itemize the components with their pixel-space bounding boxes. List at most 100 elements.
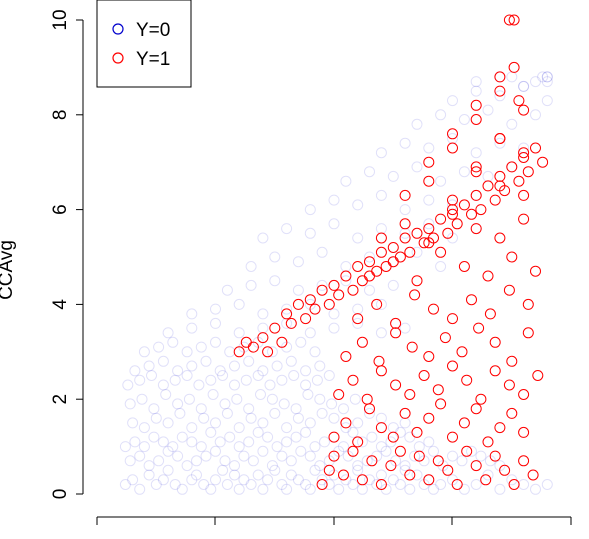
point-y0 xyxy=(198,412,210,424)
point-y0 xyxy=(281,223,293,235)
point-y0 xyxy=(356,436,368,448)
y-tick-label: 10 xyxy=(50,9,71,30)
point-y1 xyxy=(423,156,435,168)
point-y0 xyxy=(157,436,169,448)
point-y0 xyxy=(186,436,198,448)
point-y0 xyxy=(285,355,297,367)
point-y0 xyxy=(174,407,186,419)
point-y1 xyxy=(356,336,368,348)
point-y0 xyxy=(309,441,321,453)
point-y0 xyxy=(136,393,148,405)
point-y0 xyxy=(276,450,288,462)
point-y0 xyxy=(328,322,340,334)
point-y0 xyxy=(288,370,300,381)
point-y0 xyxy=(292,256,304,268)
point-y0 xyxy=(375,441,387,453)
point-y1 xyxy=(340,270,352,282)
point-y0 xyxy=(423,142,435,154)
point-y0 xyxy=(217,464,229,476)
point-y0 xyxy=(304,417,316,429)
point-y0 xyxy=(162,417,174,429)
point-y0 xyxy=(238,450,250,462)
point-y0 xyxy=(127,417,139,429)
point-y1 xyxy=(482,270,494,282)
point-y0 xyxy=(229,469,240,481)
point-y0 xyxy=(200,355,212,367)
point-y0 xyxy=(221,407,233,419)
point-y0 xyxy=(138,422,150,434)
point-y0 xyxy=(530,109,541,121)
point-y0 xyxy=(316,474,328,486)
point-y0 xyxy=(295,445,307,457)
point-y1 xyxy=(262,346,274,358)
point-y0 xyxy=(338,403,349,415)
point-y1 xyxy=(364,270,375,282)
point-y0 xyxy=(375,223,387,235)
point-y1 xyxy=(340,351,352,362)
point-y1 xyxy=(484,308,496,320)
point-y1 xyxy=(503,379,515,391)
point-y1 xyxy=(347,374,359,386)
point-y0 xyxy=(380,445,392,457)
point-y1 xyxy=(489,194,501,206)
point-y0 xyxy=(300,426,312,438)
y-tick-label: 8 xyxy=(50,110,71,121)
point-y0 xyxy=(205,374,217,386)
point-y0 xyxy=(281,422,293,434)
point-y1 xyxy=(518,455,530,467)
point-y0 xyxy=(458,483,470,495)
point-y0 xyxy=(435,261,447,272)
point-y0 xyxy=(399,204,411,216)
point-y1 xyxy=(506,407,518,419)
y-axis-ticks: 0 2 4 6 8 10 xyxy=(50,9,83,499)
point-y1 xyxy=(300,313,312,325)
point-y0 xyxy=(352,317,364,329)
point-y0 xyxy=(186,422,198,434)
point-y0 xyxy=(361,455,373,467)
point-y1 xyxy=(447,128,458,140)
point-y0 xyxy=(285,469,297,481)
point-y1 xyxy=(364,256,375,268)
point-y1 xyxy=(432,384,444,396)
point-y1 xyxy=(304,294,316,306)
point-y0 xyxy=(364,474,375,486)
point-y1 xyxy=(257,332,269,344)
point-y0 xyxy=(245,261,257,272)
point-y1 xyxy=(394,251,406,263)
point-y0 xyxy=(530,483,541,495)
point-y0 xyxy=(285,455,297,467)
point-y0 xyxy=(186,474,198,486)
point-y1 xyxy=(442,464,454,476)
point-y1 xyxy=(518,189,530,201)
point-y0 xyxy=(281,436,293,448)
point-y0 xyxy=(224,346,236,358)
point-y0 xyxy=(252,469,264,481)
point-y0 xyxy=(304,227,316,239)
point-y1 xyxy=(489,450,501,462)
point-y0 xyxy=(375,147,387,159)
y-tick-label: 4 xyxy=(50,299,71,310)
point-y0 xyxy=(119,479,131,490)
point-y1 xyxy=(371,265,383,277)
legend-y1-label: Y=1 xyxy=(136,49,170,70)
point-y0 xyxy=(257,365,269,377)
point-y0 xyxy=(229,360,240,372)
point-y1 xyxy=(435,246,447,258)
x-axis-ticks xyxy=(96,517,572,525)
point-y0 xyxy=(411,118,423,130)
point-y0 xyxy=(375,469,387,481)
point-y0 xyxy=(518,80,530,92)
point-y0 xyxy=(172,450,184,462)
point-y0 xyxy=(257,322,269,334)
point-y0 xyxy=(375,327,387,339)
point-y0 xyxy=(245,279,257,291)
point-y0 xyxy=(404,483,416,495)
point-y0 xyxy=(281,303,293,315)
point-y0 xyxy=(214,365,226,377)
point-y1 xyxy=(518,426,530,438)
point-y1 xyxy=(494,133,506,144)
point-y1 xyxy=(387,431,399,443)
point-y0 xyxy=(193,379,205,391)
point-y0 xyxy=(181,460,193,472)
point-y1 xyxy=(340,417,352,429)
